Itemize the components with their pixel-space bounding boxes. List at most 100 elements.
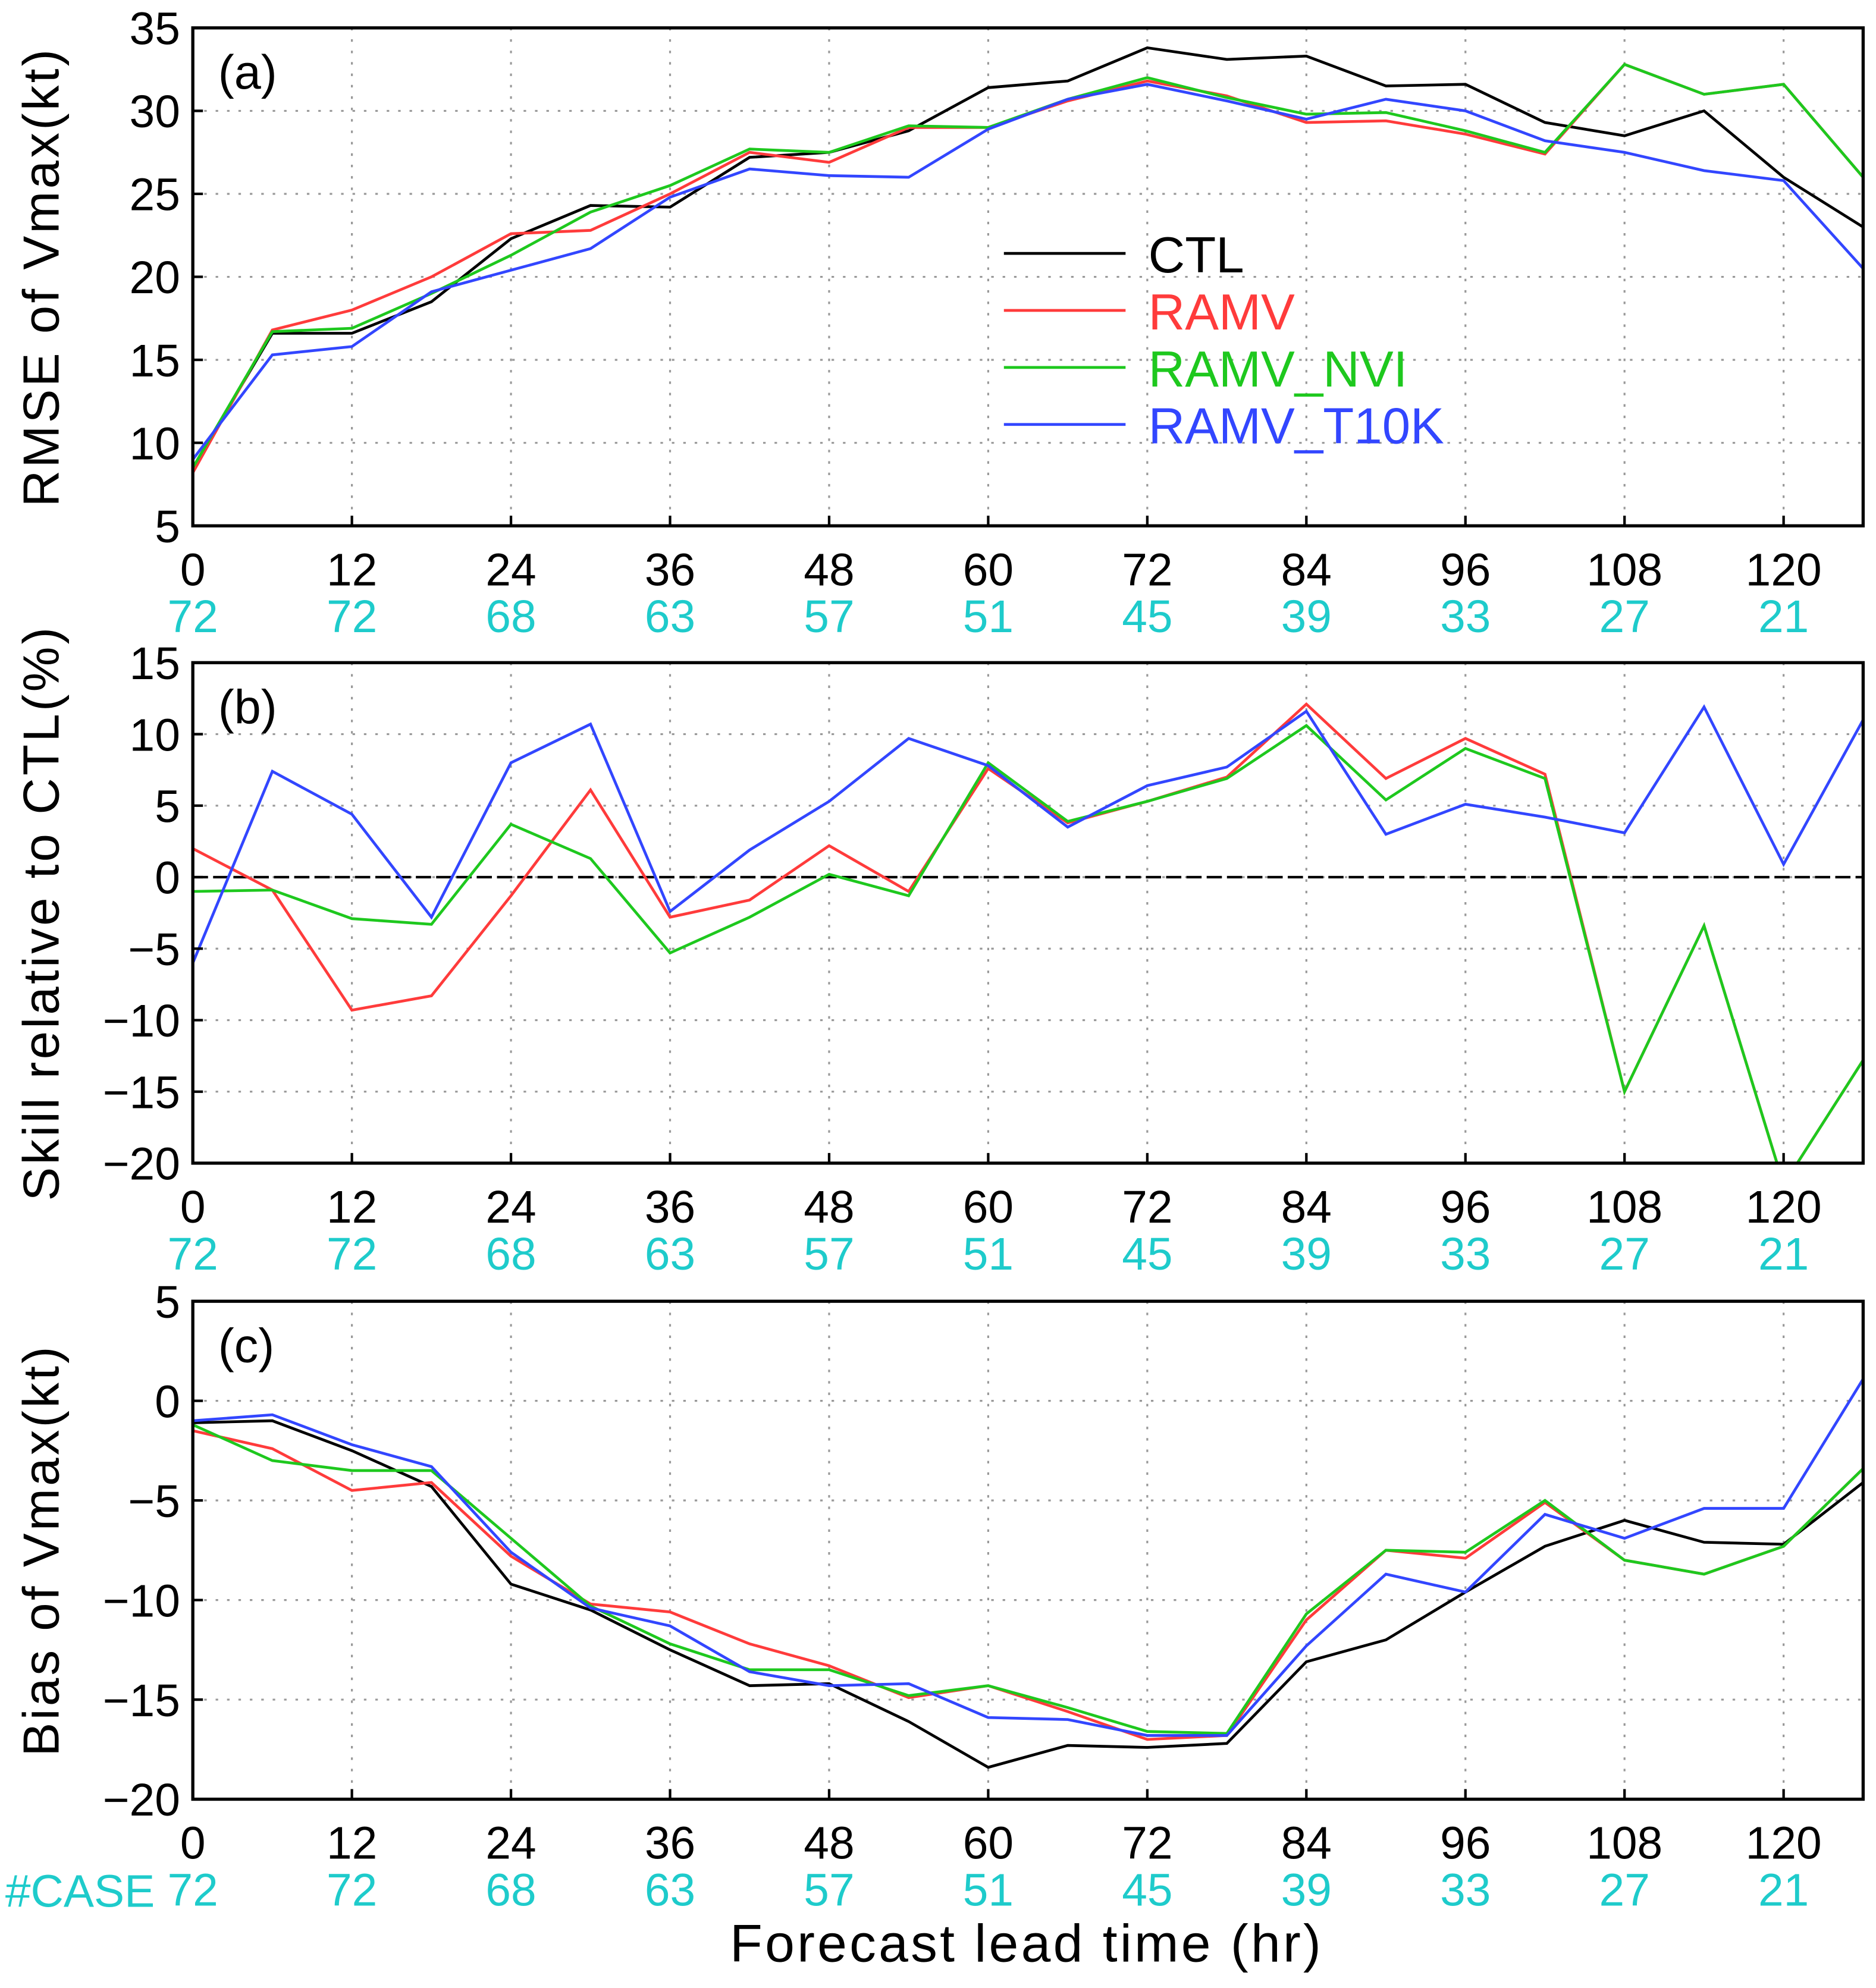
plot-frame [191, 1299, 1865, 1801]
panel-2: −20−15−10−505072127224683663485760517245… [13, 1277, 1865, 1916]
y-tick-label: 0 [155, 853, 180, 904]
legend-entry-ctl: CTL [1003, 227, 1244, 284]
y-tick-label: 15 [130, 336, 180, 387]
y-tick-label: 5 [155, 502, 180, 552]
x-tick-label: 12 [327, 1819, 377, 1869]
case-count-label: 45 [1122, 1865, 1172, 1916]
y-tick-label: 30 [130, 87, 180, 137]
case-count-label: 57 [804, 1229, 854, 1280]
legend-label: RAMV_NVI [1149, 341, 1408, 398]
case-count-label: 21 [1758, 592, 1809, 642]
case-count-label: 39 [1281, 592, 1332, 642]
series-line-ramv_t10k [193, 83, 1864, 460]
plot-frame [191, 661, 1865, 1165]
y-tick-label: −20 [103, 1139, 180, 1190]
legend-label: CTL [1149, 227, 1244, 284]
series-line-ctl [193, 46, 1864, 469]
case-count-label: 72 [168, 592, 218, 642]
case-count-label: 33 [1440, 1865, 1491, 1916]
x-tick-label: 0 [180, 1182, 206, 1233]
x-tick-label: 72 [1122, 1182, 1172, 1233]
y-tick-label: −10 [103, 1576, 180, 1626]
case-count-label: 27 [1599, 1229, 1650, 1280]
series-line-ramv_nvi [193, 62, 1864, 469]
y-tick-label: −5 [128, 1477, 180, 1527]
panel-label: (a) [218, 46, 277, 99]
y-tick-label: −5 [128, 925, 180, 975]
y-tick-label: −10 [103, 996, 180, 1047]
y-tick-label: 5 [155, 1277, 180, 1328]
series-line-ramv_nvi [193, 724, 1864, 1163]
x-tick-label: 36 [645, 1182, 695, 1233]
case-label: #CASE [5, 1867, 155, 1917]
x-tick-label: 48 [804, 545, 854, 595]
x-tick-label: 108 [1586, 1819, 1662, 1869]
x-tick-label: 120 [1746, 545, 1822, 595]
case-count-label: 63 [645, 1229, 695, 1280]
panel-0: 5101520253035072127224683663485760517245… [13, 4, 1865, 642]
legend-entry-ramv: RAMV [1003, 284, 1295, 341]
case-count-label: 57 [804, 592, 854, 642]
case-count-label: 27 [1599, 592, 1650, 642]
x-tick-label: 60 [963, 545, 1014, 595]
case-count-label: 51 [963, 1229, 1014, 1280]
series-line-ramv [193, 702, 1864, 1163]
y-tick-label: 35 [130, 4, 180, 55]
case-count-label: 72 [327, 1865, 377, 1916]
x-tick-label: 120 [1746, 1182, 1822, 1233]
case-count-label: 68 [485, 592, 536, 642]
x-tick-label: 108 [1586, 1182, 1662, 1233]
case-count-label: 72 [327, 1229, 377, 1280]
x-tick-label: 12 [327, 545, 377, 595]
x-tick-label: 72 [1122, 545, 1172, 595]
x-tick-label: 12 [327, 1182, 377, 1233]
case-count-label: 68 [485, 1229, 536, 1280]
y-tick-label: 10 [130, 710, 180, 761]
x-tick-label: 96 [1440, 545, 1491, 595]
case-count-label: 27 [1599, 1865, 1650, 1916]
panel-label: (b) [218, 681, 277, 734]
x-tick-label: 36 [645, 545, 695, 595]
y-tick-label: 20 [130, 253, 180, 303]
case-count-label: 39 [1281, 1865, 1332, 1916]
case-count-label: 72 [168, 1229, 218, 1280]
case-count-label: 72 [168, 1865, 218, 1916]
legend-entry-ramv_t10k: RAMV_T10K [1003, 398, 1444, 455]
x-tick-label: 48 [804, 1819, 854, 1869]
case-count-label: 68 [485, 1865, 536, 1916]
case-count-label: 45 [1122, 592, 1172, 642]
x-tick-label: 24 [485, 1819, 536, 1869]
case-count-label: 51 [963, 1865, 1014, 1916]
case-count-label: 39 [1281, 1229, 1332, 1280]
y-tick-label: −15 [103, 1676, 180, 1726]
legend-label: RAMV [1149, 284, 1295, 341]
series-line-ramv [193, 1429, 1864, 1741]
case-count-label: 51 [963, 592, 1014, 642]
x-tick-label: 108 [1586, 545, 1662, 595]
x-tick-label: 0 [180, 545, 206, 595]
y-axis-label: Bias of Vmax(kt) [13, 1344, 70, 1756]
panel-1: −20−15−10−505101507212722468366348576051… [13, 625, 1865, 1280]
case-count-label: 33 [1440, 592, 1491, 642]
y-tick-label: 25 [130, 170, 180, 221]
y-tick-label: −15 [103, 1067, 180, 1118]
x-tick-label: 36 [645, 1819, 695, 1869]
y-tick-label: 15 [130, 639, 180, 689]
x-tick-label: 48 [804, 1182, 854, 1233]
x-axis-label: Forecast lead time (hr) [730, 1913, 1323, 1973]
x-tick-label: 24 [485, 1182, 536, 1233]
y-tick-label: 0 [155, 1377, 180, 1427]
series-line-ramv_t10k [193, 1378, 1864, 1737]
case-count-label: 72 [327, 592, 377, 642]
x-tick-label: 84 [1281, 545, 1332, 595]
legend-entry-ramv_nvi: RAMV_NVI [1003, 341, 1408, 398]
x-tick-label: 120 [1746, 1819, 1822, 1869]
legend-label: RAMV_T10K [1149, 398, 1444, 455]
y-tick-label: −20 [103, 1775, 180, 1826]
panel-label: (c) [218, 1319, 274, 1373]
case-count-label: 33 [1440, 1229, 1491, 1280]
case-count-label: 21 [1758, 1229, 1809, 1280]
case-count-label: 45 [1122, 1229, 1172, 1280]
